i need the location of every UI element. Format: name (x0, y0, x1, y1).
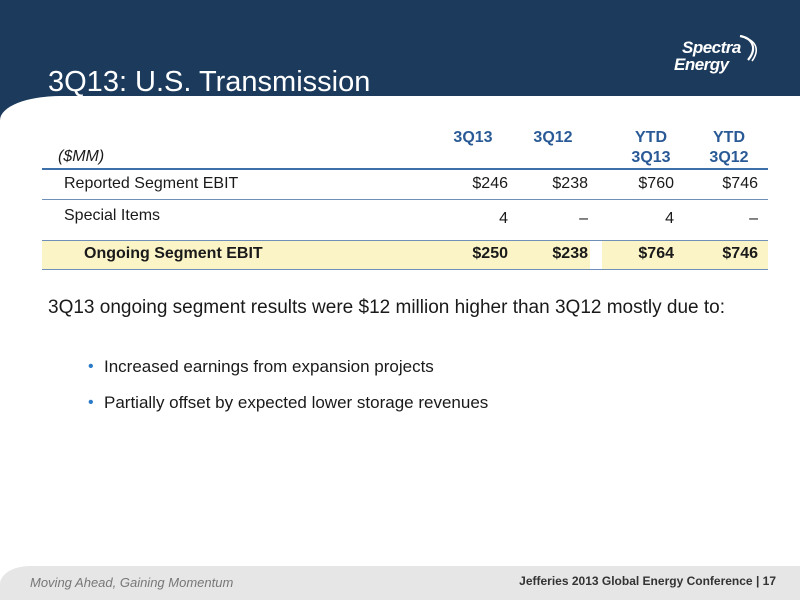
footer-bar: Moving Ahead, Gaining Momentum Jefferies… (0, 566, 800, 600)
row-label: Ongoing Segment EBIT (84, 245, 263, 262)
cell-3q12: – (579, 210, 588, 227)
logo-swoosh-icon (739, 34, 757, 62)
col-header-3q12: 3Q12 (533, 129, 573, 146)
col-header-ytd-3q13: YTD 3Q13 (631, 129, 671, 166)
cell-3q12: $238 (552, 175, 588, 192)
cell-ytd-3q13: $764 (638, 245, 674, 262)
summary-paragraph: 3Q13 ongoing segment results were $12 mi… (48, 297, 726, 318)
spectra-energy-logo: Spectra Energy (674, 34, 766, 80)
table-row-reported: Reported Segment EBIT $246 $238 $760 $74… (42, 170, 768, 200)
list-item: • Increased earnings from expansion proj… (88, 357, 434, 376)
cell-3q13: 4 (499, 210, 508, 227)
logo-text-line2: Energy (674, 55, 729, 74)
cell-ytd-3q13: $760 (638, 175, 674, 192)
row-label: Reported Segment EBIT (64, 175, 239, 192)
bullet-icon: • (88, 394, 94, 411)
cell-3q13: $246 (472, 175, 508, 192)
column-gap (590, 241, 602, 269)
page-number: 17 (762, 574, 776, 588)
cell-3q12: $238 (552, 245, 588, 262)
footer-tagline: Moving Ahead, Gaining Momentum (30, 575, 234, 590)
table-row-special: Special Items 4 – 4 – (42, 202, 768, 238)
logo-text-line1: Spectra (682, 38, 741, 57)
cell-ytd-3q12: $746 (722, 175, 758, 192)
footer-conference: Jefferies 2013 Global Energy Conference … (519, 574, 776, 588)
cell-ytd-3q12: $746 (722, 245, 758, 262)
header-curve (0, 96, 800, 126)
bullet-list: • Increased earnings from expansion proj… (88, 356, 768, 428)
row-rule (42, 199, 768, 200)
col-header-3q13: 3Q13 (453, 129, 493, 146)
cell-ytd-3q12: – (749, 210, 758, 227)
cell-3q13: $250 (472, 245, 508, 262)
row-rule (42, 240, 768, 241)
row-rule (42, 269, 768, 270)
slide-title: 3Q13: U.S. Transmission (48, 66, 371, 98)
table-header-rule (42, 168, 768, 170)
list-item: • Partially offset by expected lower sto… (88, 393, 489, 412)
col-header-ytd-3q12: YTD 3Q12 (709, 129, 749, 166)
row-label: Special Items (64, 207, 161, 224)
bullet-icon: • (88, 358, 94, 375)
ebit-table: ($MM) 3Q13 3Q12 YTD 3Q13 YTD 3Q12 Report… (42, 122, 768, 272)
table-unit-label: ($MM) (58, 148, 105, 165)
table-row-ongoing: Ongoing Segment EBIT $250 $238 $764 $746 (42, 241, 768, 269)
cell-ytd-3q13: 4 (665, 210, 674, 227)
